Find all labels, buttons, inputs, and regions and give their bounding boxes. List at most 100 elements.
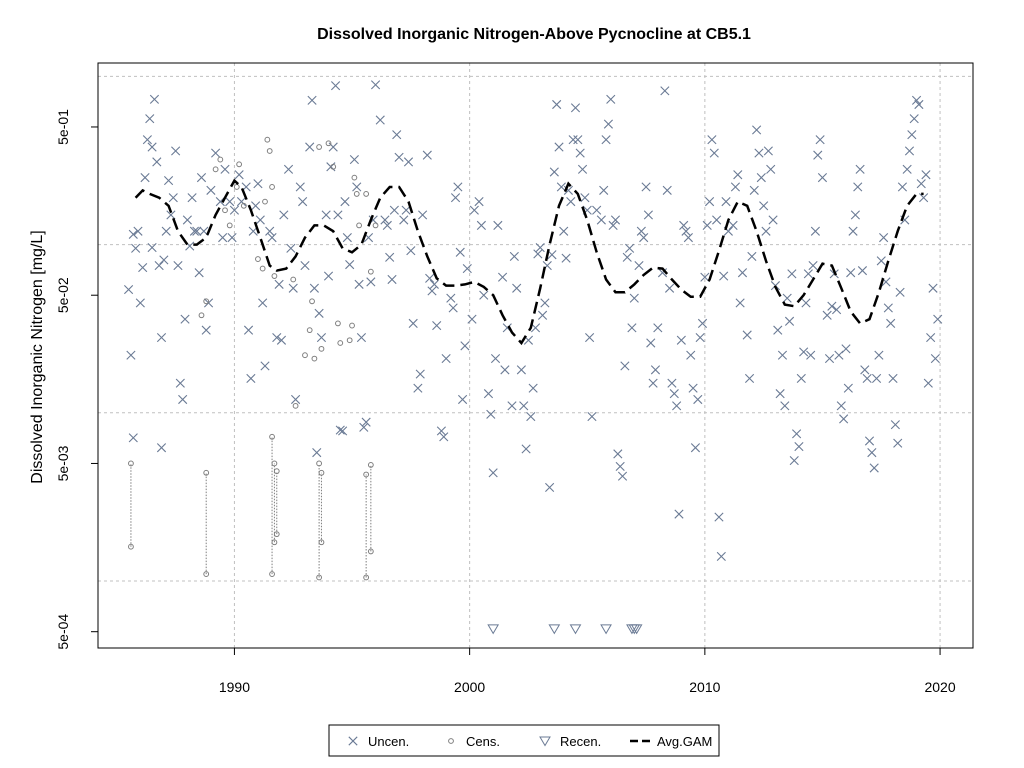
data-point-uncen bbox=[629, 293, 639, 303]
data-point-uncen bbox=[427, 286, 437, 296]
data-point-uncen bbox=[123, 284, 134, 295]
data-point-uncen bbox=[225, 197, 235, 207]
data-point-uncen bbox=[422, 150, 432, 160]
censored-interval-high bbox=[318, 469, 325, 476]
data-point-uncen bbox=[573, 135, 583, 145]
data-point-cens bbox=[353, 191, 360, 197]
data-point-uncen bbox=[911, 95, 922, 105]
data-point-uncen bbox=[500, 365, 510, 375]
data-point-uncen bbox=[552, 99, 562, 110]
censored-interval-high bbox=[271, 460, 278, 467]
data-point-uncen bbox=[321, 210, 331, 220]
data-point-uncen bbox=[667, 378, 677, 388]
data-point-uncen bbox=[187, 193, 197, 203]
data-point-uncen bbox=[545, 482, 555, 493]
data-point-cens bbox=[367, 268, 374, 275]
data-point-uncen bbox=[763, 146, 773, 156]
data-point-uncen bbox=[580, 193, 590, 203]
data-point-uncen bbox=[128, 229, 138, 239]
data-point-uncen bbox=[860, 365, 870, 375]
data-point-uncen bbox=[196, 173, 207, 183]
data-point-uncen bbox=[876, 256, 886, 266]
data-point-uncen bbox=[570, 103, 581, 113]
data-point-uncen bbox=[163, 176, 174, 186]
data-point-uncen bbox=[220, 164, 230, 174]
data-point-uncen bbox=[683, 233, 693, 243]
data-point-uncen bbox=[182, 215, 192, 225]
data-point-uncen bbox=[227, 233, 237, 243]
data-point-uncen bbox=[535, 242, 545, 253]
data-point-uncen bbox=[799, 347, 809, 357]
data-point-uncen bbox=[507, 401, 517, 411]
data-point-uncen bbox=[792, 429, 802, 439]
data-point-uncen bbox=[392, 130, 402, 140]
data-point-uncen bbox=[234, 170, 244, 180]
data-point-recen bbox=[569, 624, 582, 635]
y-axis-title: Dissolved Inorganic Nitrogen [mg/L] bbox=[29, 230, 46, 483]
data-point-uncen bbox=[566, 197, 576, 207]
data-point-uncen bbox=[462, 263, 472, 274]
data-point-uncen bbox=[926, 332, 936, 343]
data-point-uncen bbox=[554, 142, 564, 152]
data-point-uncen bbox=[457, 394, 468, 405]
data-point-uncen bbox=[152, 157, 162, 167]
data-point-uncen bbox=[923, 378, 933, 388]
data-point-uncen bbox=[662, 185, 672, 195]
data-point-uncen bbox=[709, 148, 719, 158]
data-point-uncen bbox=[469, 205, 479, 215]
legend-label: Avg.GAM bbox=[657, 734, 712, 749]
data-point-uncen bbox=[610, 215, 621, 225]
censored-interval-low bbox=[363, 574, 370, 581]
data-point-uncen bbox=[681, 226, 691, 236]
data-point-uncen bbox=[660, 86, 670, 96]
data-point-uncen bbox=[305, 142, 315, 152]
data-point-uncen bbox=[839, 414, 849, 424]
data-point-uncen bbox=[359, 422, 369, 432]
data-point-uncen bbox=[599, 185, 609, 195]
data-point-uncen bbox=[389, 205, 399, 215]
data-point-cens bbox=[259, 265, 266, 272]
data-point-uncen bbox=[561, 253, 571, 263]
data-point-uncen bbox=[921, 170, 931, 180]
data-point-uncen bbox=[166, 210, 176, 220]
data-point-uncen bbox=[448, 303, 458, 313]
data-point-uncen bbox=[613, 449, 623, 459]
data-point-uncen bbox=[737, 268, 748, 278]
data-point-uncen bbox=[300, 260, 310, 271]
data-point-uncen bbox=[173, 260, 183, 271]
data-point-uncen bbox=[497, 272, 508, 282]
data-point-uncen bbox=[702, 220, 712, 230]
data-point-uncen bbox=[888, 373, 898, 384]
data-point-uncen bbox=[627, 323, 637, 333]
data-point-uncen bbox=[267, 233, 277, 243]
data-point-uncen bbox=[352, 182, 362, 192]
data-point-uncen bbox=[606, 94, 616, 104]
data-point-uncen bbox=[493, 220, 503, 230]
data-point-uncen bbox=[255, 215, 265, 225]
data-point-uncen bbox=[707, 135, 717, 145]
data-point-uncen bbox=[345, 260, 355, 270]
x-tick-label: 2020 bbox=[924, 679, 955, 695]
data-point-uncen bbox=[175, 378, 185, 388]
data-point-uncen bbox=[827, 301, 837, 311]
data-point-uncen bbox=[754, 148, 764, 158]
data-point-uncen bbox=[342, 233, 352, 243]
data-point-uncen bbox=[730, 182, 741, 192]
data-point-uncen bbox=[154, 260, 164, 271]
data-point-uncen bbox=[161, 226, 171, 236]
data-point-uncen bbox=[519, 401, 529, 411]
legend-x-icon bbox=[348, 736, 358, 746]
data-point-uncen bbox=[401, 205, 411, 215]
data-point-uncen bbox=[756, 173, 766, 183]
data-point-uncen bbox=[672, 401, 682, 411]
data-point-uncen bbox=[276, 335, 287, 345]
censored-interval-high bbox=[363, 471, 370, 478]
y-axis: 5e-04 5e-03 5e-02 5e-01 bbox=[55, 109, 98, 650]
data-point-uncen bbox=[415, 369, 425, 379]
data-point-uncen bbox=[803, 269, 813, 279]
data-point-cens bbox=[346, 337, 353, 344]
data-point-uncen bbox=[413, 383, 423, 393]
censored-interval-low bbox=[316, 574, 323, 581]
data-point-uncen bbox=[354, 279, 364, 289]
